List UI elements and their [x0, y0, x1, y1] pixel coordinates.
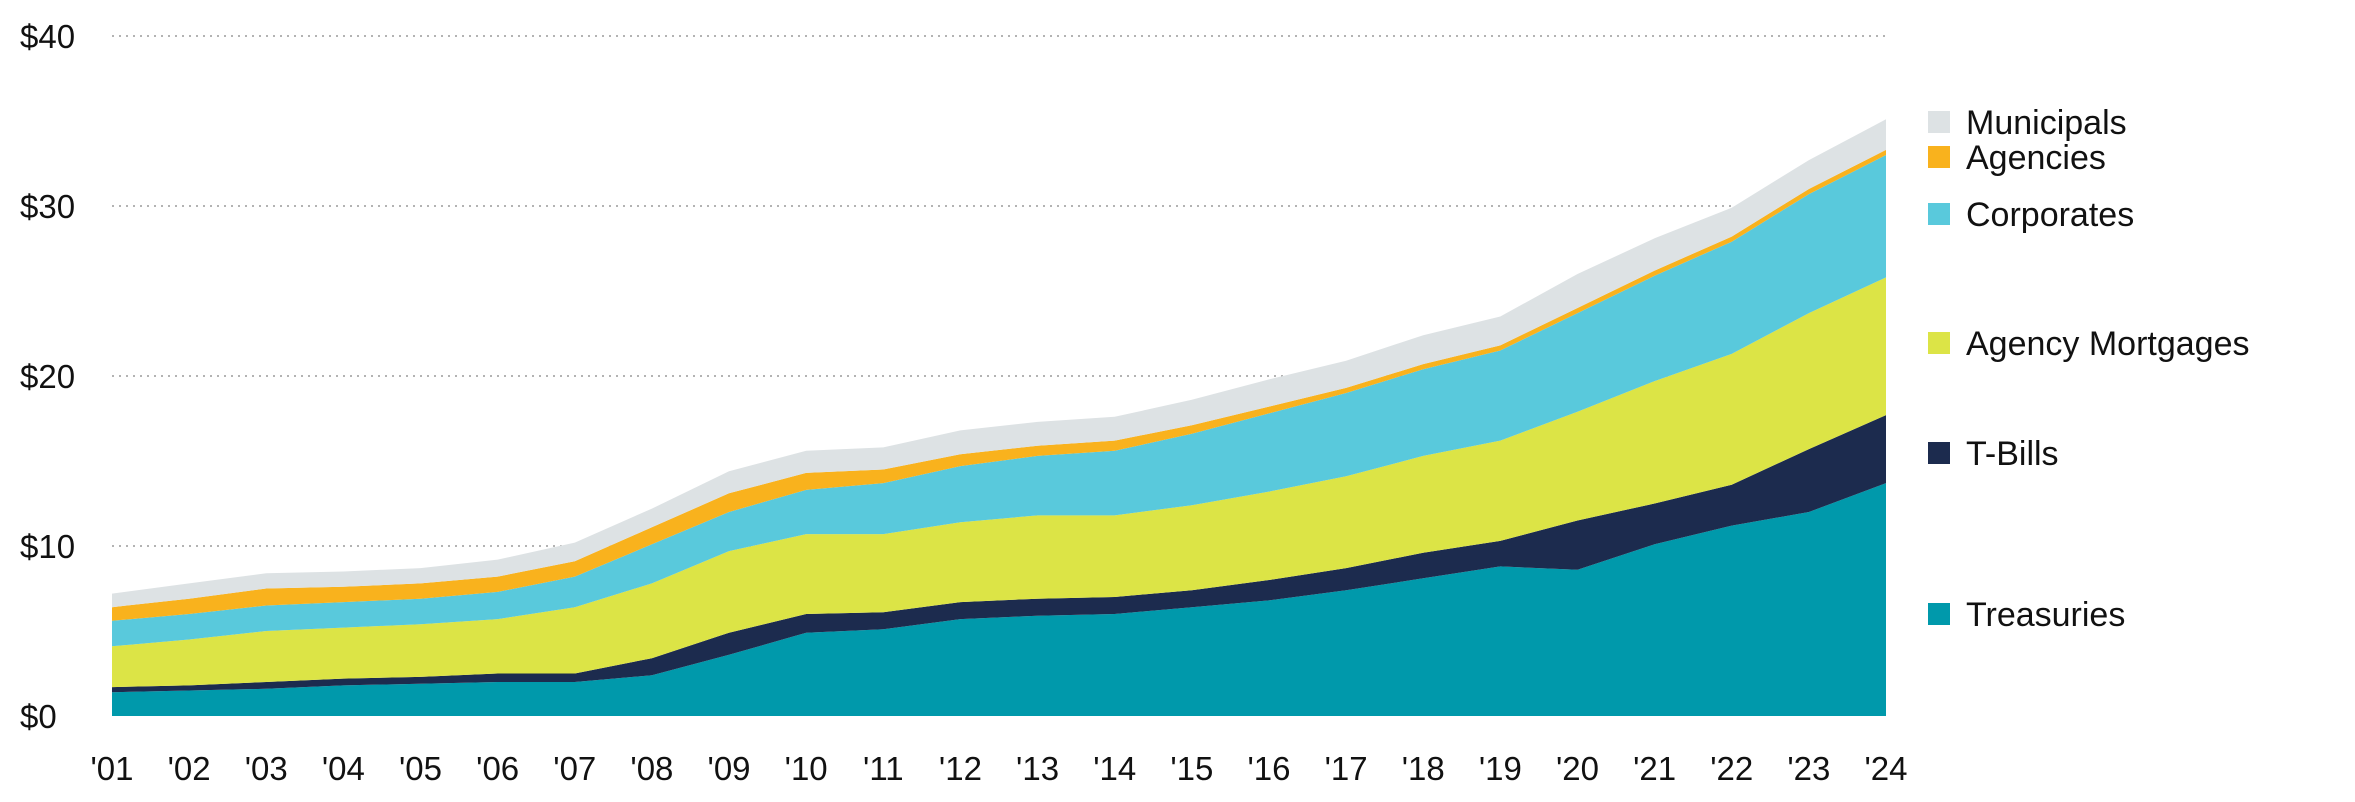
x-tick-label: '23 — [1787, 750, 1830, 787]
y-tick-label: $0 — [20, 698, 57, 735]
y-tick-label: $30 — [20, 188, 75, 225]
x-tick-label: '03 — [245, 750, 288, 787]
legend-swatch — [1928, 442, 1950, 464]
legend-label: Agencies — [1966, 139, 2106, 177]
legend-label: Municipals — [1966, 104, 2127, 142]
x-tick-label: '05 — [399, 750, 442, 787]
x-axis: '01 '02 '03 '04 '05 '06 '07 '08 '09 '10 '11 '12 '13 '… — [90, 750, 1907, 787]
x-tick-label: '20 — [1556, 750, 1599, 787]
legend-item-municipals: Municipals — [1928, 104, 2127, 142]
legend-label: Agency Mortgages — [1966, 325, 2250, 363]
x-tick-label: '01 — [90, 750, 133, 787]
area-corporates — [112, 155, 1886, 647]
x-tick-label: '16 — [1247, 750, 1290, 787]
x-tick-label: '02 — [168, 750, 211, 787]
x-tick-label: '18 — [1402, 750, 1445, 787]
x-tick-label: '24 — [1864, 750, 1907, 787]
area-treasuries — [112, 483, 1886, 716]
y-axis: $0 $10 $20 $30 $40 — [20, 18, 75, 735]
x-tick-label: '15 — [1170, 750, 1213, 787]
x-tick-label: '14 — [1093, 750, 1136, 787]
legend-swatch — [1928, 332, 1950, 354]
y-tick-label: $40 — [20, 18, 75, 55]
x-tick-label: '04 — [322, 750, 365, 787]
legend-item-agency-mortgages: Agency Mortgages — [1928, 325, 2250, 363]
x-tick-label: '21 — [1633, 750, 1676, 787]
y-tick-label: $20 — [20, 358, 75, 395]
x-tick-label: '19 — [1479, 750, 1522, 787]
x-tick-label: '17 — [1325, 750, 1368, 787]
x-tick-label: '11 — [863, 750, 904, 787]
x-tick-label: '09 — [708, 750, 751, 787]
x-tick-label: '12 — [939, 750, 982, 787]
legend-item-agencies: Agencies — [1928, 139, 2106, 177]
x-tick-label: '07 — [553, 750, 596, 787]
x-tick-label: '06 — [476, 750, 519, 787]
series-areas — [112, 119, 1886, 716]
x-tick-label: '10 — [785, 750, 828, 787]
area-agency-mortgages — [112, 277, 1886, 688]
legend-swatch — [1928, 146, 1950, 168]
legend-label: Corporates — [1966, 196, 2134, 234]
x-tick-label: '22 — [1710, 750, 1753, 787]
x-tick-label: '13 — [1016, 750, 1059, 787]
x-tick-label: '08 — [630, 750, 673, 787]
legend-swatch — [1928, 111, 1950, 133]
legend-item-corporates: Corporates — [1928, 196, 2134, 234]
legend-item-treasuries: Treasuries — [1928, 596, 2125, 634]
legend-item-t-bills: T-Bills — [1928, 435, 2059, 473]
y-tick-label: $10 — [20, 528, 75, 565]
legend-label: T-Bills — [1966, 435, 2059, 473]
area-t-bills — [112, 415, 1886, 693]
legend-swatch — [1928, 203, 1950, 225]
legend-swatch — [1928, 603, 1950, 625]
legend-label: Treasuries — [1966, 596, 2125, 634]
